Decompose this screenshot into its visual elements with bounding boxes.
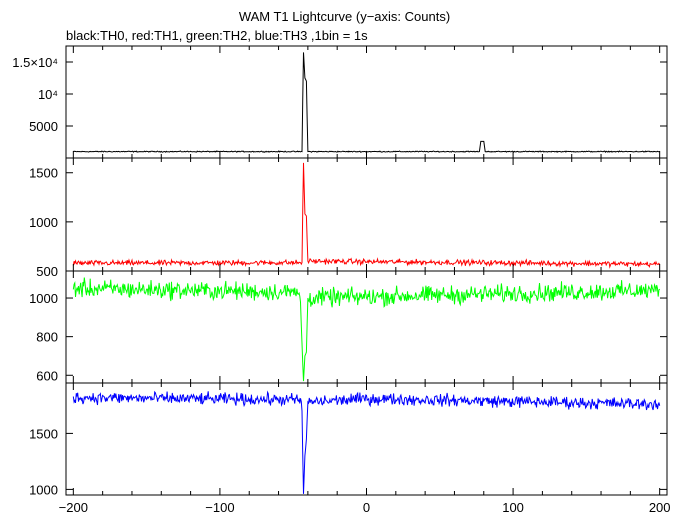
- series-line-th0: [73, 52, 660, 154]
- series-line-th1: [72, 162, 661, 269]
- x-tick-label: −200: [59, 500, 88, 515]
- chart-title: WAM T1 Lightcurve (y−axis: Counts): [238, 9, 451, 24]
- y-tick-label-th2: 800: [36, 330, 58, 345]
- series-line-th3: [72, 390, 661, 494]
- y-tick-label-th0: 10⁴: [38, 87, 58, 102]
- panel-frame-th3: [65, 382, 668, 496]
- y-tick-label-th2: 600: [36, 368, 58, 383]
- x-tick-label: 0: [363, 500, 370, 515]
- y-tick-label-th3: 1000: [29, 482, 58, 497]
- panel-frame-th0: [65, 45, 668, 159]
- chart-legend-caption: black:TH0, red:TH1, green:TH2, blue:TH3 …: [66, 28, 368, 43]
- y-tick-label-th1: 1500: [29, 166, 58, 181]
- panel-frame-th1: [65, 157, 668, 272]
- y-tick-label-th2: 1000: [29, 291, 58, 306]
- y-tick-label-th3: 1500: [29, 426, 58, 441]
- x-tick-label: 200: [649, 500, 671, 515]
- x-tick-label: −100: [205, 500, 234, 515]
- y-tick-label-th0: 5000: [29, 119, 58, 134]
- series-line-th2: [72, 277, 661, 382]
- x-tick-label: 100: [502, 500, 524, 515]
- y-tick-label-th1: 500: [36, 264, 58, 279]
- y-tick-label-th1: 1000: [29, 215, 58, 230]
- y-tick-label-th0: 1.5×10⁴: [12, 55, 58, 70]
